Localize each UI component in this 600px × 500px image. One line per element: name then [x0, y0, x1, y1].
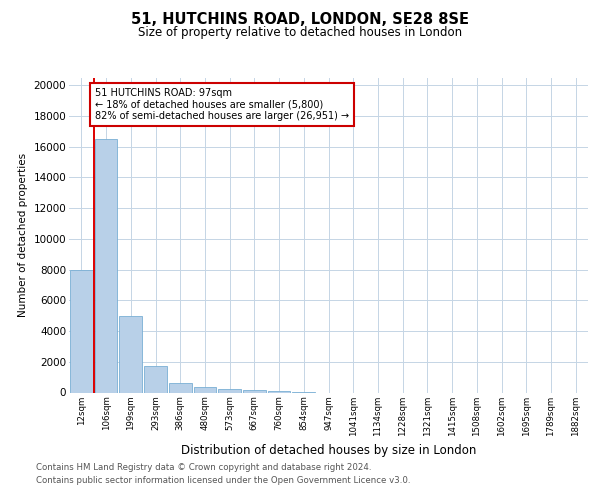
Bar: [218, 390, 241, 392]
Bar: [119, 316, 142, 392]
Bar: [194, 387, 216, 392]
Bar: [243, 390, 266, 392]
Bar: [144, 366, 167, 392]
Text: Size of property relative to detached houses in London: Size of property relative to detached ho…: [138, 26, 462, 39]
Text: 51 HUTCHINS ROAD: 97sqm
← 18% of detached houses are smaller (5,800)
82% of semi: 51 HUTCHINS ROAD: 97sqm ← 18% of detache…: [95, 88, 349, 122]
X-axis label: Distribution of detached houses by size in London: Distribution of detached houses by size …: [181, 444, 476, 457]
Text: Contains public sector information licensed under the Open Government Licence v3: Contains public sector information licen…: [36, 476, 410, 485]
Bar: [268, 391, 290, 392]
Bar: [169, 384, 191, 392]
Text: 51, HUTCHINS ROAD, LONDON, SE28 8SE: 51, HUTCHINS ROAD, LONDON, SE28 8SE: [131, 12, 469, 28]
Y-axis label: Number of detached properties: Number of detached properties: [18, 153, 28, 317]
Bar: [95, 139, 118, 392]
Text: Contains HM Land Registry data © Crown copyright and database right 2024.: Contains HM Land Registry data © Crown c…: [36, 462, 371, 471]
Bar: [70, 270, 93, 392]
